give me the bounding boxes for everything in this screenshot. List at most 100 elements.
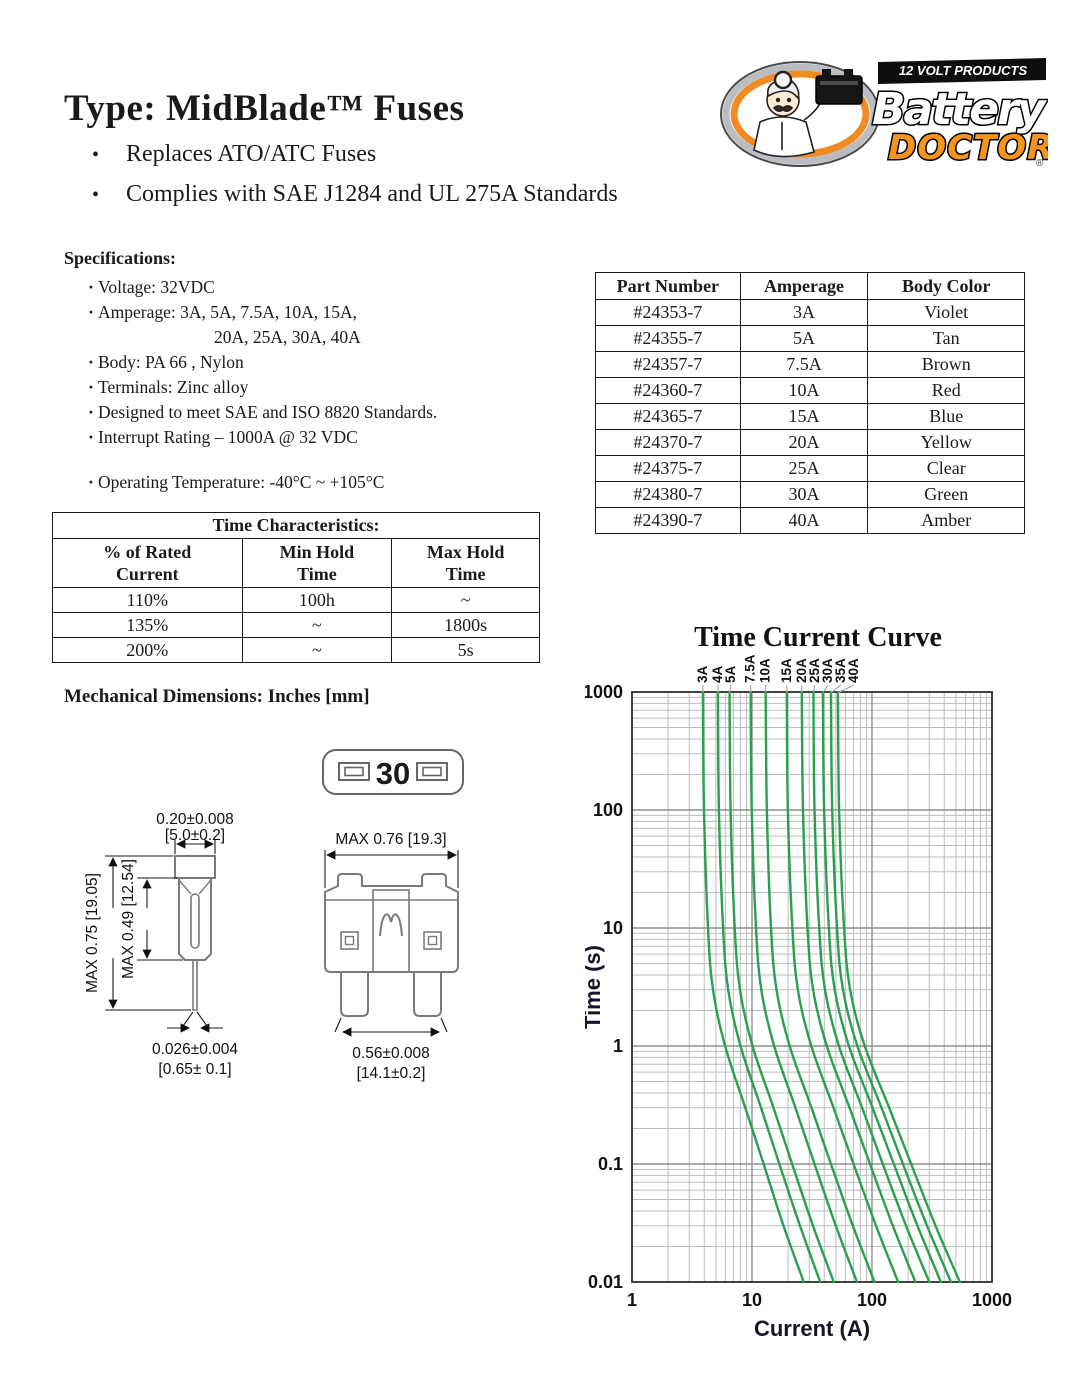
curve-40A [836, 690, 962, 1284]
table-cell: 5s [391, 637, 540, 663]
table-cell: #24360-7 [595, 377, 741, 404]
dim-blade-width: 0.20±0.008 [156, 811, 233, 828]
column-header: % of Rated Current [52, 538, 243, 588]
specifications-section: Specifications: Voltage: 32VDC Amperage:… [64, 248, 584, 495]
bullet-item: Complies with SAE J1284 and UL 275A Stan… [88, 174, 618, 215]
curve-4A [716, 690, 822, 1284]
table-header-row: Part Number Amperage Body Color [595, 272, 1025, 300]
page-title: Type: MidBlade™ Fuses [64, 87, 465, 129]
table-cell: #24353-7 [595, 299, 741, 326]
y-tick-label: 0.01 [588, 1272, 623, 1292]
table-cell: ~ [391, 587, 540, 613]
table-cell: 5A [739, 325, 869, 352]
dim-overall-width: MAX 0.76 [19.3] [335, 831, 446, 848]
battery-icon [815, 69, 863, 105]
table-cell: Green [867, 481, 1025, 508]
column-header: Part Number [595, 272, 741, 300]
curve-label-15A: 15A [779, 658, 794, 683]
table-cell: 25A [739, 455, 869, 482]
table-cell: Amber [867, 507, 1025, 534]
table-cell: 1800s [391, 612, 540, 638]
table-row: #24360-7 10A Red [595, 377, 1025, 404]
label-leader-line [822, 684, 829, 694]
plot-border [631, 691, 993, 1283]
fuse-amperage-marking: 30 [376, 756, 410, 791]
spec-line: Body: PA 66 , Nylon [64, 350, 584, 375]
column-header: Body Color [867, 272, 1025, 300]
table-row: #24355-7 5A Tan [595, 325, 1025, 352]
front-view-dimension-labels: MAX 0.76 [19.3] 0.56±0.008 [14.1±0.2] [335, 831, 446, 1082]
table-cell: ~ [241, 637, 393, 663]
dim-body-height: MAX 0.49 [12.54] [120, 859, 137, 979]
table-cell: Brown [867, 351, 1025, 378]
spec-line: Voltage: 32VDC [64, 275, 584, 300]
column-header: Amperage [739, 272, 869, 300]
table-row: #24380-7 30A Green [595, 481, 1025, 508]
table-cell: Violet [867, 299, 1025, 326]
curve-label-35A: 35A [833, 658, 848, 683]
label-leader-line [812, 684, 816, 694]
table-cell: Clear [867, 455, 1025, 482]
table-cell: 135% [52, 612, 243, 638]
y-tick-label: 1 [613, 1036, 623, 1056]
dim-terminal-span-mm: [14.1±0.2] [357, 1065, 426, 1082]
table-row: #24375-7 25A Clear [595, 455, 1025, 482]
y-axis-title: Time (s) [585, 945, 605, 1029]
registered-mark: ® [1036, 158, 1044, 168]
curve-7.5A [749, 690, 859, 1284]
dim-terminal-span: 0.56±0.008 [352, 1045, 429, 1062]
table-cell: #24390-7 [595, 507, 741, 534]
table-cell: 15A [739, 403, 869, 430]
table-cell: 10A [739, 377, 869, 404]
curve-10A [764, 690, 876, 1284]
table-row: 200% ~5s [52, 637, 540, 663]
label-leader-line [830, 684, 842, 694]
x-tick-label: 1 [627, 1290, 637, 1310]
table-title: Time Characteristics: [52, 512, 540, 539]
part-number-table: Part Number Amperage Body Color #24353-7… [595, 272, 1025, 534]
specifications-heading: Specifications: [64, 248, 176, 268]
mechanical-dimensions-heading: Mechanical Dimensions: Inches [mm] [64, 686, 370, 707]
feature-bullets: Replaces ATO/ATC Fuses Complies with SAE… [88, 134, 618, 215]
side-view-dimension-labels: 0.20±0.008 [5.0±0.2] MAX 0.49 [12.54] MA… [84, 811, 238, 1078]
spec-line: Terminals: Zinc alloy [64, 375, 584, 400]
column-header: Max Hold Time [391, 538, 540, 588]
table-cell: #24370-7 [595, 429, 741, 456]
curve-label-5A: 5A [723, 665, 738, 683]
curve-label-20A: 20A [794, 658, 809, 683]
table-cell: 7.5A [739, 351, 869, 378]
label-leader-line [729, 684, 732, 694]
table-row: #24370-7 20A Yellow [595, 429, 1025, 456]
fuse-front-view [324, 873, 459, 1017]
dim-total-height: MAX 0.75 [19.05] [84, 873, 101, 993]
logo-tagline: 12 VOLT PRODUCTS [899, 63, 1028, 78]
table-cell: 30A [739, 481, 869, 508]
x-axis-title: Current (A) [754, 1316, 870, 1341]
spec-line: Amperage: 3A, 5A, 7.5A, 10A, 15A, [64, 300, 584, 325]
tagline-banner: 12 VOLT PRODUCTS [878, 58, 1046, 84]
table-cell: Tan [867, 325, 1025, 352]
spec-line: Designed to meet SAE and ISO 8820 Standa… [64, 400, 584, 425]
dim-blade-width-mm: [5.0±0.2] [165, 827, 225, 844]
table-cell: #24357-7 [595, 351, 741, 378]
curve-label-3A: 3A [695, 665, 710, 683]
table-cell: Yellow [867, 429, 1025, 456]
table-row: #24390-7 40A Amber [595, 507, 1025, 534]
logo-brand-bottom: DOCTOR [888, 128, 1048, 168]
table-cell: #24355-7 [595, 325, 741, 352]
y-tick-label: 0.1 [598, 1154, 623, 1174]
dim-blade-thickness-mm: [0.65± 0.1] [158, 1061, 231, 1078]
table-cell: 100h [241, 587, 393, 613]
x-tick-label: 100 [857, 1290, 887, 1310]
curve-label-25A: 25A [807, 658, 822, 683]
table-header-row: % of Rated Current Min Hold Time Max Hol… [52, 538, 540, 588]
table-row: 110% 100h ~ [52, 587, 540, 613]
table-cell: 3A [739, 299, 869, 326]
curve-25A [812, 690, 931, 1284]
chart-title: Time Current Curve [694, 622, 942, 653]
y-tick-label: 100 [593, 800, 623, 820]
table-cell: Blue [867, 403, 1025, 430]
table-cell: #24365-7 [595, 403, 741, 430]
mechanical-dimensions-diagram: 30 0.20±0.008 [5.0±0.2] MAX 0.49 [1 [84, 749, 464, 1082]
